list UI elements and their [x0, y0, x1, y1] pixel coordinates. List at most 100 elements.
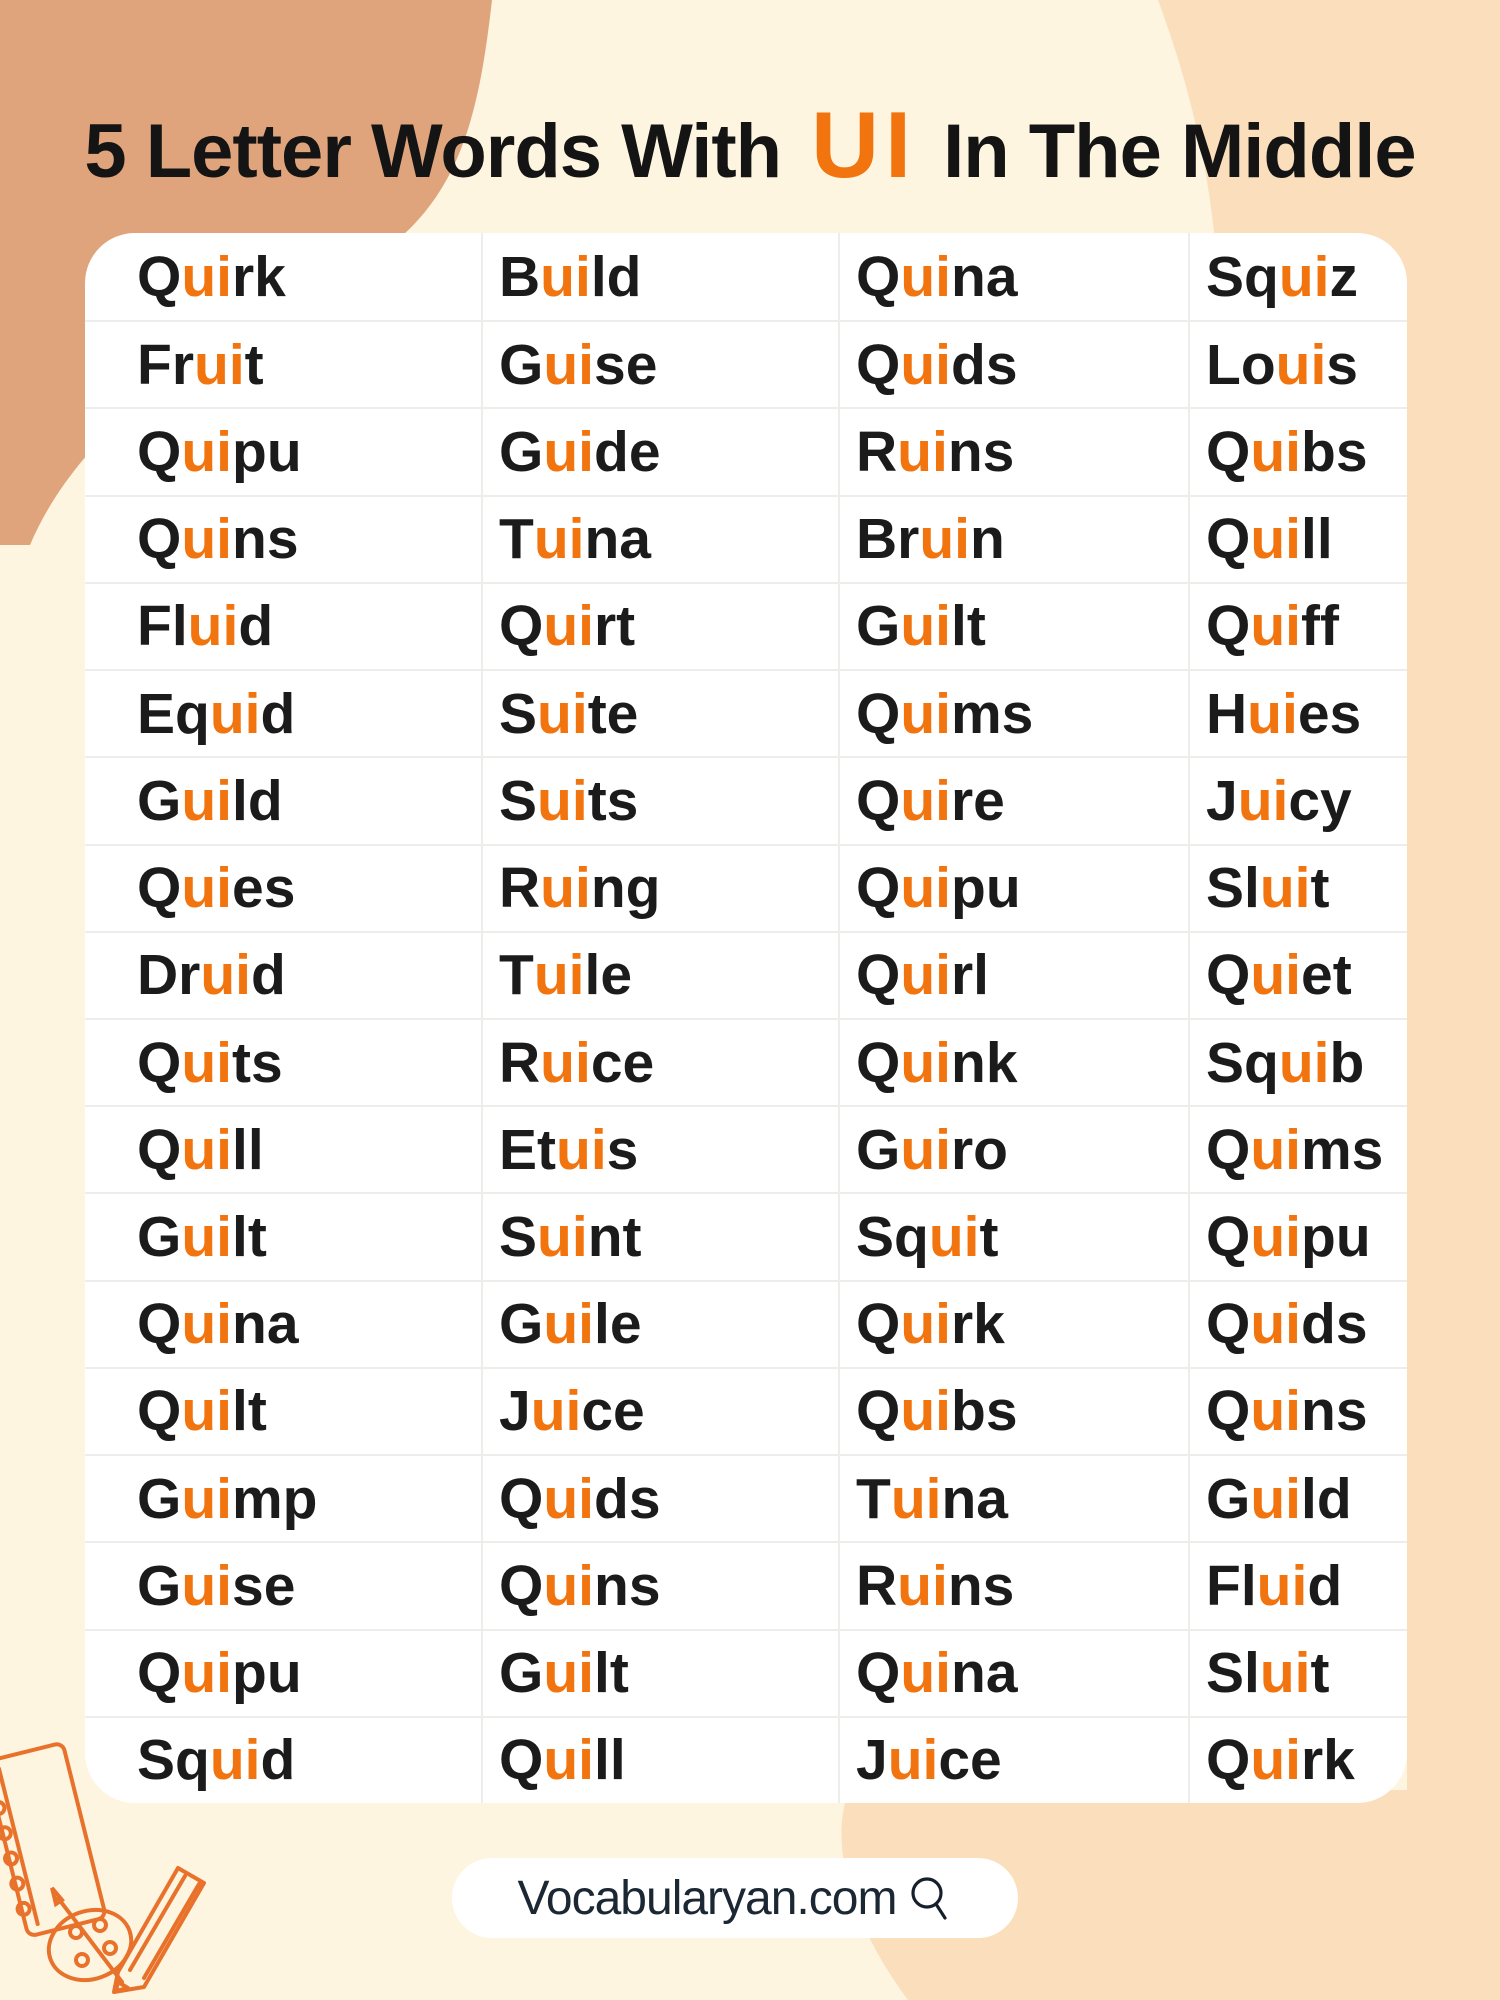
- word-letters: Q: [856, 681, 901, 746]
- word-letters: Q: [499, 594, 544, 659]
- word-highlight-ui: ui: [900, 681, 951, 746]
- word-highlight-ui: ui: [181, 507, 232, 572]
- word-letters: mp: [232, 1466, 318, 1531]
- word-letters: lt: [951, 594, 986, 659]
- word-letters: Sl: [1206, 1641, 1260, 1706]
- word-letters: G: [499, 420, 544, 485]
- word-letters: Q: [499, 1728, 544, 1793]
- word-letters: lt: [594, 1641, 629, 1706]
- word: Sl ui t: [1188, 1628, 1407, 1716]
- word-letters: R: [856, 420, 898, 485]
- word-highlight-ui: ui: [181, 1117, 232, 1182]
- word-letters: nt: [587, 1205, 642, 1270]
- word-letters: Q: [856, 1379, 901, 1444]
- word: Fl ui d: [85, 581, 481, 669]
- word-letters: Q: [137, 856, 182, 921]
- word-letters: na: [232, 1292, 299, 1357]
- word-letters: ng: [590, 856, 661, 921]
- word-letters: Q: [137, 1292, 182, 1357]
- word-highlight-ui: ui: [543, 1553, 594, 1618]
- word-letters: G: [856, 594, 901, 659]
- word-highlight-ui: ui: [543, 1292, 594, 1357]
- word-letters: ts: [587, 768, 639, 833]
- word-letters: Q: [1206, 1117, 1251, 1182]
- word-letters: Q: [856, 332, 901, 397]
- word-letters: G: [856, 1117, 901, 1182]
- word-highlight-ui: ui: [887, 1728, 939, 1793]
- word-letters: Sq: [1206, 1030, 1279, 1095]
- word-highlight-ui: ui: [1278, 244, 1330, 309]
- word-highlight-ui: ui: [900, 332, 951, 397]
- word-highlight-ui: ui: [928, 1205, 980, 1270]
- word-letters: Sq: [1206, 244, 1279, 309]
- word-letters: Br: [856, 507, 920, 572]
- word-letters: d: [260, 1728, 296, 1793]
- word-letters: Q: [1206, 943, 1251, 1008]
- doodle-decorations: [0, 1742, 206, 1994]
- pencil-icon: [112, 1866, 206, 1994]
- word-letters: S: [499, 681, 538, 746]
- word-highlight-ui: ui: [1256, 1553, 1308, 1618]
- word: Sl ui t: [1188, 843, 1407, 931]
- title-suffix: In The Middle: [943, 109, 1417, 194]
- word-letters: ms: [951, 681, 1034, 746]
- word-letters: rk: [1301, 1728, 1355, 1793]
- word-letters: bs: [951, 1379, 1018, 1444]
- notebook-icon: [0, 1742, 107, 1937]
- word-highlight-ui: ui: [181, 420, 232, 485]
- word-highlight-ui: ui: [540, 244, 591, 309]
- word-letters: G: [137, 1553, 182, 1618]
- word-letters: G: [499, 1292, 544, 1357]
- word-highlight-ui: ui: [181, 768, 232, 833]
- word-letters: d: [238, 594, 274, 659]
- word-letters: Sl: [1206, 856, 1260, 921]
- word-highlight-ui: ui: [900, 1292, 951, 1357]
- word: Fr ui t: [85, 320, 481, 407]
- word-letters: na: [584, 507, 652, 572]
- word-letters: Q: [856, 943, 901, 1008]
- word-letters: ns: [1301, 1379, 1368, 1444]
- word-letters: H: [1206, 681, 1248, 746]
- word-highlight-ui: ui: [540, 1030, 591, 1095]
- word: Et ui s: [481, 1105, 838, 1193]
- word-letters: Q: [856, 1030, 901, 1095]
- word-letters: s: [1326, 332, 1358, 397]
- word-letters: Q: [1206, 1379, 1251, 1444]
- word-letters: bs: [1301, 420, 1368, 485]
- word-letters: pu: [1301, 1205, 1371, 1270]
- word-highlight-ui: ui: [209, 1728, 261, 1793]
- word-letters: t: [244, 332, 264, 397]
- word-letters: T: [499, 507, 534, 572]
- word-highlight-ui: ui: [1250, 1292, 1301, 1357]
- word-letters: T: [499, 943, 534, 1008]
- word-letters: ns: [594, 1553, 661, 1618]
- word-highlight-ui: ui: [543, 420, 594, 485]
- word-letters: et: [1301, 943, 1352, 1008]
- word-letters: Sq: [856, 1205, 929, 1270]
- word: Eq ui d: [85, 669, 481, 756]
- word-letters: S: [499, 1205, 538, 1270]
- word-letters: G: [137, 768, 182, 833]
